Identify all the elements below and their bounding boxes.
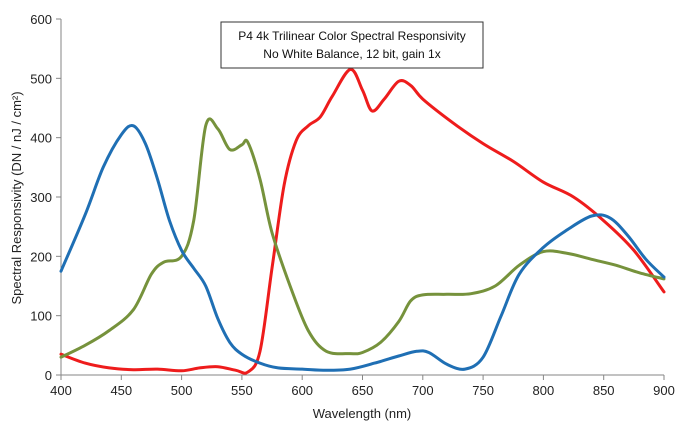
x-tick-label: 750: [472, 383, 494, 398]
chart-subtitle: No White Balance, 12 bit, gain 1x: [263, 47, 440, 61]
y-tick-label: 600: [30, 12, 52, 27]
x-tick-label: 450: [110, 383, 132, 398]
y-tick-label: 200: [30, 249, 52, 264]
y-tick-label: 400: [30, 131, 52, 146]
y-tick-label: 300: [30, 190, 52, 205]
y-tick-label: 0: [45, 368, 52, 383]
chart-title-box: P4 4k Trilinear Color Spectral Responsiv…: [220, 21, 484, 69]
red-response-line: [59, 67, 666, 375]
chart-title: P4 4k Trilinear Color Spectral Responsiv…: [238, 29, 465, 43]
series-layer: [59, 67, 666, 375]
y-tick-label: 500: [30, 71, 52, 86]
x-tick-label: 800: [533, 383, 555, 398]
x-tick-label: 900: [653, 383, 675, 398]
x-tick-label: 400: [50, 383, 72, 398]
x-tick-label: 700: [412, 383, 434, 398]
axes: 400 450 500 550 600 650 700 750 800 850 900 0 100 200…: [30, 12, 675, 398]
x-tick-label: 600: [291, 383, 313, 398]
x-tick-label: 850: [593, 383, 615, 398]
blue-response-line: [59, 123, 666, 372]
green-response-line: [59, 117, 666, 359]
x-tick-label: 650: [352, 383, 374, 398]
x-tick-label: 550: [231, 383, 253, 398]
chart-title-frame: [220, 21, 484, 69]
y-tick-label: 100: [30, 309, 52, 324]
x-axis-title: Wavelength (nm): [313, 406, 412, 421]
x-tick-label: 500: [171, 383, 193, 398]
y-axis-title: Spectral Responsivity (DN / nJ / cm²): [9, 91, 24, 304]
